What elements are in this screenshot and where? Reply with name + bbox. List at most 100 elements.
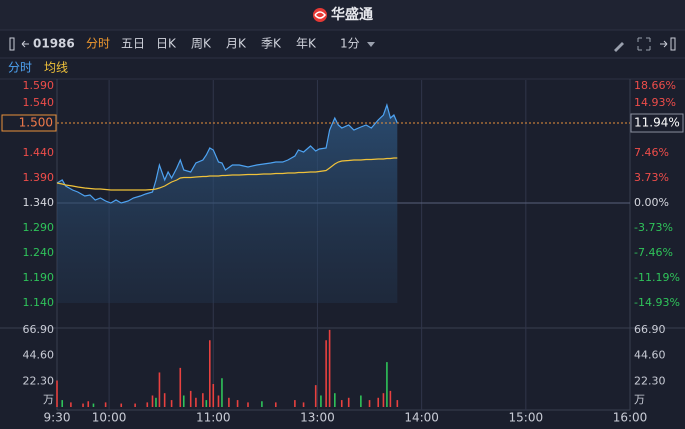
y2-tick-label: -7.46% xyxy=(634,246,673,259)
volume-bar xyxy=(377,397,380,407)
volume-bar xyxy=(382,393,385,407)
volume-bar xyxy=(205,400,208,407)
logo-mark xyxy=(314,11,326,19)
x-tick-label: 15:00 xyxy=(509,411,544,425)
volume-bar xyxy=(202,393,204,407)
volume-bar xyxy=(70,402,72,407)
volume-bar xyxy=(92,403,95,407)
collapse-arrow[interactable] xyxy=(21,40,29,48)
volume-bar xyxy=(314,385,317,407)
volume-bar xyxy=(340,400,343,407)
volume-bar xyxy=(294,400,296,407)
average-line xyxy=(56,157,398,191)
volume-bar xyxy=(104,402,107,407)
current-price-label: 1.500 xyxy=(19,116,53,130)
legend-average: 均线 xyxy=(44,61,68,75)
volume-bar xyxy=(334,393,336,407)
volume-bar xyxy=(56,380,58,407)
current-change-box xyxy=(630,113,684,133)
x-tick-label: 13:00 xyxy=(300,411,335,425)
legend-price: 分时 xyxy=(8,61,32,75)
volume-bar xyxy=(261,401,263,407)
y-tick-label: 1.240 xyxy=(23,246,55,259)
draw-icon[interactable] xyxy=(614,42,624,52)
period-tab[interactable]: 日K xyxy=(156,37,177,51)
x-tick-label: 11:00 xyxy=(196,411,231,425)
volume-bar xyxy=(396,400,399,407)
stock-code: 01986 xyxy=(33,37,75,51)
volume-bar xyxy=(151,395,154,407)
price-area xyxy=(57,105,398,303)
volume-bar xyxy=(163,393,166,407)
x-tick-label: 16:00 xyxy=(613,411,648,425)
volume-tick-label: 66.90 xyxy=(634,323,666,336)
volume-bar xyxy=(228,397,230,407)
fullscreen-icon[interactable] xyxy=(637,37,651,51)
y-tick-label: 1.540 xyxy=(23,96,55,109)
volume-bar xyxy=(170,400,173,407)
volume-bar xyxy=(134,403,136,407)
volume-bar xyxy=(302,402,305,407)
price-line xyxy=(56,102,398,204)
volume-bar xyxy=(212,383,215,407)
x-tick-label: 14:00 xyxy=(404,411,439,425)
volume-bar xyxy=(328,329,331,407)
volume-bar xyxy=(236,400,239,407)
volume-bar xyxy=(179,367,182,407)
period-tab[interactable]: 年K xyxy=(296,37,317,51)
y2-tick-label: 3.73% xyxy=(634,171,669,184)
volume-tick-label: 22.30 xyxy=(23,374,55,387)
y2-tick-label: 0.00% xyxy=(634,196,669,209)
panel-toggle[interactable] xyxy=(670,37,676,51)
volume-bar xyxy=(347,397,350,407)
x-tick-label: 10:00 xyxy=(92,411,127,425)
current-price-box xyxy=(1,114,57,132)
current-change-label: 11.94% xyxy=(634,116,680,130)
app-title: 华盛通 xyxy=(331,6,373,23)
volume-tick-label: 22.30 xyxy=(634,374,666,387)
period-tab[interactable]: 季K xyxy=(261,37,282,51)
title-bar xyxy=(0,0,685,30)
volume-bar xyxy=(217,395,220,407)
volume-bar xyxy=(274,402,277,407)
period-tab[interactable]: 五日 xyxy=(121,37,145,51)
volume-bar xyxy=(158,372,161,407)
expand-arrow[interactable] xyxy=(660,40,668,48)
volume-bar xyxy=(146,402,149,407)
volume-unit: 万 xyxy=(634,393,645,406)
volume-bar xyxy=(221,378,223,407)
sidebar-toggle[interactable] xyxy=(9,37,15,51)
volume-bar xyxy=(389,390,392,407)
volume-bar xyxy=(368,400,371,407)
volume-bar xyxy=(182,395,185,407)
y-tick-label: 1.140 xyxy=(23,296,55,309)
y2-tick-label: 7.46% xyxy=(634,146,669,159)
period-tab[interactable]: 分时 xyxy=(86,37,110,51)
volume-bar xyxy=(87,401,90,407)
volume-tick-label: 44.60 xyxy=(634,349,666,362)
volume-bar xyxy=(386,362,388,407)
dropdown-arrow[interactable] xyxy=(367,42,375,47)
volume-bar xyxy=(120,403,123,407)
period-tab[interactable]: 周K xyxy=(191,37,212,51)
x-tick-label: 9:30 xyxy=(44,411,71,425)
volume-bar xyxy=(82,403,84,407)
volume-bar xyxy=(189,390,192,407)
volume-bar xyxy=(195,397,197,407)
interval-select[interactable]: 1分 xyxy=(340,37,360,51)
volume-bar xyxy=(360,395,362,407)
y-tick-label: 1.440 xyxy=(23,146,55,159)
volume-bar xyxy=(247,402,249,407)
y2-tick-label: -3.73% xyxy=(634,221,673,234)
y2-tick-label: -11.19% xyxy=(634,271,680,284)
volume-unit: 万 xyxy=(43,393,54,406)
y-tick-label: 1.190 xyxy=(23,271,55,284)
volume-bar xyxy=(325,340,327,407)
y-tick-label: 1.290 xyxy=(23,221,55,234)
volume-bar xyxy=(320,395,322,407)
y2-tick-label: 14.93% xyxy=(634,96,676,109)
period-tab[interactable]: 月K xyxy=(226,37,247,51)
y-tick-label: 1.390 xyxy=(23,171,55,184)
volume-bar xyxy=(209,340,211,407)
